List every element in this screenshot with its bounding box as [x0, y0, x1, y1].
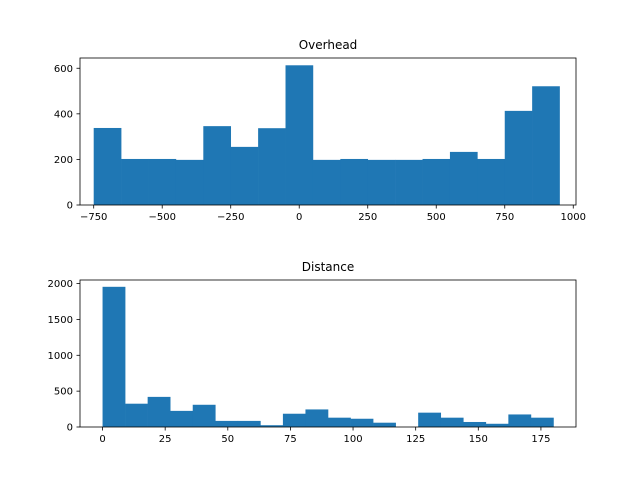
distance-x-tick-label: 25 — [159, 434, 172, 445]
overhead-y-tick-label: 600 — [54, 64, 73, 75]
overhead-x-tick-label: 0 — [296, 212, 302, 223]
distance-bar — [125, 404, 148, 427]
distance-x-tick-label: 175 — [531, 434, 550, 445]
overhead-bar — [94, 128, 122, 205]
distance-bar — [103, 287, 126, 427]
overhead-bar — [313, 160, 341, 205]
distance-y-tick-label: 1000 — [48, 351, 73, 362]
distance-bar — [215, 421, 238, 427]
distance-bar — [508, 414, 531, 427]
distance-bar — [148, 397, 171, 427]
distance-x-tick-label: 50 — [221, 434, 234, 445]
distance-x-tick-label: 150 — [469, 434, 488, 445]
overhead-bar — [505, 111, 533, 205]
distance-x-tick-label: 100 — [344, 434, 363, 445]
distance-bar — [170, 411, 193, 427]
distance-bar — [328, 418, 351, 427]
distance-y-tick-label: 2000 — [48, 279, 73, 290]
distance-bar — [418, 413, 441, 427]
distance-bar — [283, 414, 306, 427]
distance-y-tick-label: 500 — [54, 387, 73, 398]
distance-y-tick-label: 0 — [67, 423, 73, 434]
distance-bar — [373, 423, 396, 427]
distance-bar — [238, 421, 261, 427]
overhead-x-tick-label: 250 — [358, 212, 377, 223]
overhead-y-tick-label: 400 — [54, 109, 73, 120]
overhead-bar — [121, 159, 149, 205]
overhead-bar — [423, 159, 451, 205]
overhead-x-tick-label: 750 — [495, 212, 514, 223]
distance-bar — [193, 405, 216, 427]
overhead-bar — [258, 128, 286, 205]
overhead-bar — [176, 160, 204, 205]
overhead-x-tick-label: 1000 — [561, 212, 586, 223]
distance-bar — [463, 422, 486, 427]
overhead-y-tick-label: 200 — [54, 155, 73, 166]
overhead-bar — [203, 126, 231, 205]
overhead-chart-title: Overhead — [299, 38, 358, 52]
distance-x-tick-label: 0 — [99, 434, 105, 445]
overhead-bar — [532, 86, 560, 205]
overhead-bar — [286, 65, 314, 205]
overhead-x-tick-label: 500 — [427, 212, 446, 223]
distance-bar — [441, 418, 464, 427]
distance-chart-title: Distance — [302, 260, 354, 274]
overhead-bar — [368, 160, 396, 205]
overhead-x-tick-label: −250 — [217, 212, 244, 223]
distance-bar — [305, 409, 328, 427]
overhead-bar — [477, 159, 505, 205]
distance-x-tick-label: 75 — [284, 434, 297, 445]
distance-y-tick-label: 1500 — [48, 315, 73, 326]
distance-x-tick-label: 125 — [406, 434, 425, 445]
overhead-y-tick-label: 0 — [67, 201, 73, 212]
overhead-bar — [450, 152, 478, 205]
distance-bar — [531, 418, 554, 427]
distance-bar — [486, 424, 509, 427]
overhead-bar — [231, 147, 259, 205]
overhead-bar — [149, 159, 177, 205]
overhead-x-tick-label: −750 — [80, 212, 107, 223]
overhead-bar — [340, 159, 368, 205]
overhead-bar — [395, 160, 423, 205]
overhead-x-tick-label: −500 — [148, 212, 175, 223]
distance-bar — [351, 419, 374, 427]
